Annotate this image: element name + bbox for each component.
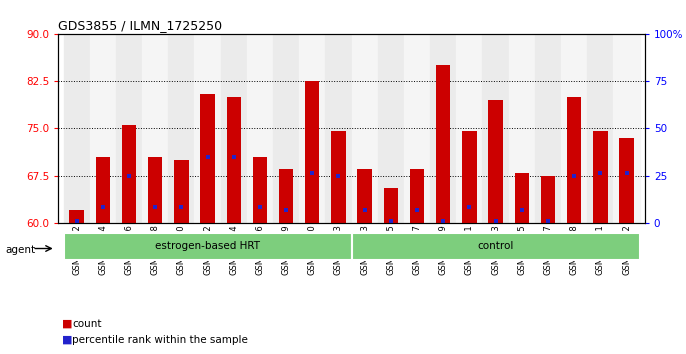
Bar (410, 169, 424, 223)
Bar (116, 34, 142, 223)
Bar (221, 34, 247, 223)
Bar (509, 34, 535, 223)
Bar (331, 131, 346, 223)
Bar (273, 34, 299, 223)
Bar (194, 34, 221, 223)
Text: ■: ■ (62, 319, 72, 329)
Bar (378, 34, 404, 223)
Bar (64, 233, 351, 261)
Text: control: control (477, 241, 514, 251)
Bar (351, 34, 378, 223)
Bar (567, 97, 581, 223)
Bar (142, 34, 168, 223)
Bar (299, 34, 325, 223)
Bar (541, 176, 555, 223)
Bar (305, 81, 320, 223)
Bar (168, 34, 194, 223)
Bar (351, 233, 639, 261)
Bar (514, 172, 529, 223)
Bar (122, 125, 137, 223)
Bar (593, 131, 608, 223)
Bar (613, 34, 639, 223)
Bar (279, 169, 294, 223)
Bar (325, 34, 351, 223)
Bar (488, 100, 503, 223)
Text: count: count (72, 319, 102, 329)
Bar (252, 157, 267, 223)
Bar (247, 34, 273, 223)
Bar (535, 34, 561, 223)
Bar (200, 93, 215, 223)
Bar (436, 65, 451, 223)
Bar (430, 34, 456, 223)
Bar (64, 34, 90, 223)
Text: estrogen-based HRT: estrogen-based HRT (155, 241, 260, 251)
Bar (404, 34, 430, 223)
Bar (95, 157, 110, 223)
Bar (383, 188, 398, 223)
Bar (587, 34, 613, 223)
Bar (456, 34, 482, 223)
Bar (226, 97, 241, 223)
Text: GDS3855 / ILMN_1725250: GDS3855 / ILMN_1725250 (58, 19, 222, 33)
Bar (561, 34, 587, 223)
Bar (174, 160, 189, 223)
Bar (619, 138, 634, 223)
Bar (148, 157, 163, 223)
Bar (69, 210, 84, 223)
Bar (462, 131, 477, 223)
Bar (357, 169, 372, 223)
Text: ■: ■ (62, 335, 72, 345)
Text: percentile rank within the sample: percentile rank within the sample (72, 335, 248, 345)
Text: agent: agent (5, 245, 36, 255)
Bar (482, 34, 509, 223)
Bar (90, 34, 116, 223)
